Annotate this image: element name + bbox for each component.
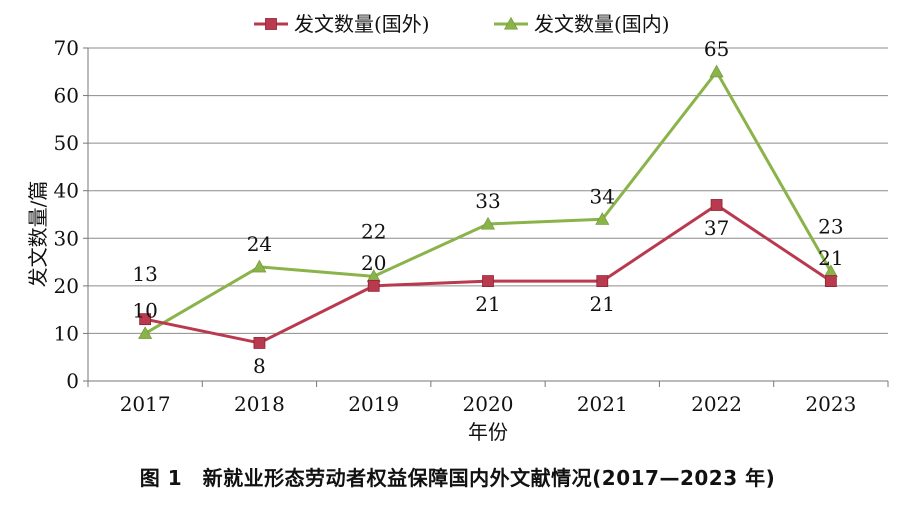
x-tick-label: 2019 [348, 392, 399, 416]
x-tick-label: 2023 [805, 392, 856, 416]
data-label-domestic: 24 [247, 232, 272, 256]
data-label-foreign: 21 [590, 292, 615, 316]
data-labels: 13 8 20 21 21 37 21 10 24 22 33 34 65 23 [132, 37, 843, 378]
data-label-domestic: 10 [132, 298, 157, 322]
data-label-foreign: 20 [361, 251, 386, 275]
data-label-foreign: 8 [253, 354, 266, 378]
data-point-foreign [596, 275, 609, 288]
gridlines [88, 47, 888, 334]
data-point-foreign [482, 275, 494, 288]
y-tick-label: 70 [54, 36, 79, 60]
x-tick-label: 2020 [463, 392, 514, 416]
data-point-domestic [709, 64, 724, 78]
data-label-foreign: 37 [704, 216, 729, 240]
legend-marker-domestic [503, 16, 519, 30]
y-tick-label: 20 [54, 274, 79, 298]
x-tick-label: 2017 [120, 392, 171, 416]
legend-label-domestic: 发文数量(国内) [534, 12, 670, 36]
y-tick-label: 50 [54, 131, 79, 155]
data-point-foreign [824, 275, 837, 288]
data-label-domestic: 22 [361, 219, 386, 243]
data-point-domestic [595, 212, 610, 225]
data-point-foreign [710, 199, 723, 211]
data-label-domestic: 23 [818, 215, 843, 239]
data-point-domestic [252, 259, 267, 273]
x-tick-labels: 2017 2018 2019 2020 2021 2022 2023 [120, 392, 857, 416]
data-label-foreign: 21 [475, 292, 500, 316]
figure-caption: 图 1 新就业形态劳动者权益保障国内外文献情况(2017—2023 年) [139, 466, 776, 490]
y-tick-label: 0 [66, 369, 79, 393]
x-tick-label: 2022 [691, 392, 742, 416]
series-layer [138, 64, 838, 349]
data-point-domestic [480, 216, 496, 230]
data-point-domestic [138, 326, 153, 339]
data-point-foreign [367, 279, 380, 292]
data-label-domestic: 65 [704, 37, 729, 61]
x-tick-label: 2018 [234, 392, 285, 416]
x-tick-label: 2021 [577, 392, 628, 416]
data-point-foreign [253, 337, 266, 349]
data-label-domestic: 33 [475, 189, 500, 213]
x-axis-label: 年份 [468, 420, 508, 444]
y-axis-label: 发文数量/篇 [26, 181, 50, 288]
data-label-foreign: 13 [132, 262, 157, 286]
legend-marker-foreign [265, 18, 277, 30]
y-tick-label: 30 [54, 226, 79, 250]
axes [83, 47, 889, 387]
y-tick-labels: 0 10 20 30 40 50 60 70 [54, 36, 79, 393]
data-label-domestic: 34 [590, 184, 615, 208]
legend: 发文数量(国外) 发文数量(国内) [254, 12, 670, 36]
data-label-foreign: 21 [818, 246, 843, 270]
y-tick-label: 10 [54, 321, 79, 345]
legend-label-foreign: 发文数量(国外) [294, 12, 430, 36]
y-tick-label: 40 [54, 179, 79, 203]
y-tick-label: 60 [54, 84, 79, 108]
data-point-foreign [139, 313, 152, 326]
